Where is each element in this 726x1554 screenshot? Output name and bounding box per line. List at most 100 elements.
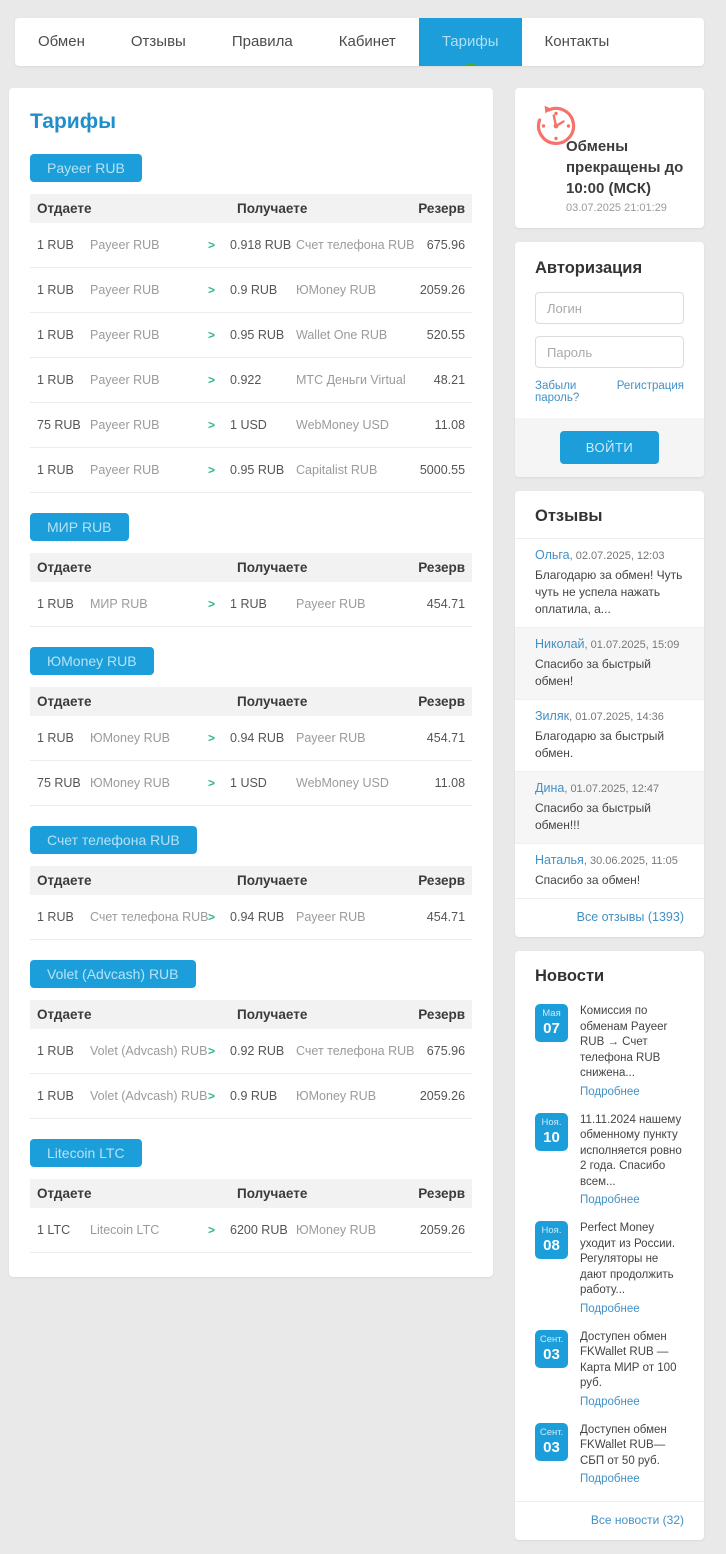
reserve-value: 11.08 bbox=[416, 402, 473, 448]
give-amount: 75 RUB bbox=[30, 402, 90, 448]
review-date: 02.07.2025, 12:03 bbox=[570, 550, 665, 562]
get-amount: 1 RUB bbox=[230, 582, 297, 627]
exchange-arrow-icon: > bbox=[208, 223, 231, 268]
col-header-reserve: Резерв bbox=[416, 866, 473, 895]
review-item: Дина01.07.2025, 12:47 Спасибо за быстрый… bbox=[515, 771, 704, 843]
reviews-widget: Отзывы Ольга02.07.2025, 12:03 Благодарю … bbox=[515, 491, 704, 937]
give-amount: 1 RUB bbox=[30, 1073, 90, 1119]
nav-tab[interactable]: Обмен bbox=[15, 18, 108, 66]
reserve-value: 675.96 bbox=[416, 223, 473, 268]
news-more-link[interactable]: Подробнее bbox=[580, 1302, 640, 1315]
reserve-value: 11.08 bbox=[416, 760, 473, 806]
tariff-currency-button[interactable]: МИР RUB bbox=[30, 513, 129, 541]
review-author-link[interactable]: Зиляк bbox=[535, 709, 570, 723]
give-currency: Payeer RUB bbox=[90, 312, 208, 358]
tariff-currency-button[interactable]: Volet (Advcash) RUB bbox=[30, 960, 196, 988]
tariff-currency-button[interactable]: Payeer RUB bbox=[30, 154, 142, 182]
news-footer: Все новости (32) bbox=[515, 1501, 704, 1540]
news-item: Ноя. 08 Perfect Money уходит из России. … bbox=[515, 1215, 704, 1324]
nav-tab-label: Обмен bbox=[38, 33, 85, 50]
get-currency: МТС Деньги Virtual bbox=[296, 357, 417, 403]
tariff-row: 1 RUB ЮMoney RUB > 0.94 RUB Payeer RUB 4… bbox=[30, 716, 473, 761]
col-header-reserve: Резерв bbox=[416, 194, 473, 223]
news-date-badge: Мая 07 bbox=[535, 1004, 568, 1042]
nav-tab-label: Правила bbox=[231, 33, 293, 50]
password-input[interactable] bbox=[535, 336, 684, 368]
login-button[interactable]: ВОЙТИ bbox=[559, 431, 660, 464]
auth-footer: ВОЙТИ bbox=[515, 418, 704, 477]
tariff-table-header-row: Отдаете Получаете Резерв bbox=[30, 194, 473, 223]
tariff-section: ЮMoney RUB Отдаете Получаете Резерв bbox=[30, 643, 473, 806]
all-news-link[interactable]: Все новости (32) bbox=[590, 1513, 684, 1527]
tariff-row: 1 RUB Счет телефона RUB > 0.94 RUB Payee… bbox=[30, 895, 473, 940]
exchange-arrow-icon: > bbox=[208, 716, 231, 761]
tariff-section: Volet (Advcash) RUB Отдаете Получаете Ре… bbox=[30, 956, 473, 1119]
exchange-status-widget: Обмены прекращены до 10:00 (МСК) 03.07.2… bbox=[515, 88, 704, 228]
get-currency: ЮMoney RUB bbox=[296, 267, 417, 313]
register-link[interactable]: Регистрация bbox=[616, 380, 684, 392]
tariffs-panel: Тарифы Payeer RUB Отдаете Получаете Резе… bbox=[9, 88, 493, 1277]
news-more-link[interactable]: Подробнее bbox=[580, 1085, 640, 1098]
tariff-table: Отдаете Получаете Резерв 1 RUB Payeer RU… bbox=[30, 194, 473, 493]
col-header-get: Получаете bbox=[230, 866, 417, 895]
news-day: 03 bbox=[543, 1345, 560, 1363]
exchange-arrow-icon: > bbox=[208, 267, 231, 313]
col-header-reserve: Резерв bbox=[416, 1000, 473, 1029]
review-text: Благодарю за быстрый обмен. bbox=[535, 729, 665, 760]
news-widget: Новости Мая 07 Комиссия по обменам Payee… bbox=[515, 951, 704, 1540]
give-amount: 1 RUB bbox=[30, 223, 90, 268]
nav-tab[interactable]: Отзывы bbox=[108, 18, 209, 66]
give-amount: 1 RUB bbox=[30, 267, 90, 313]
nav-tab[interactable]: Контакты bbox=[522, 18, 633, 66]
exchange-arrow-icon: > bbox=[208, 447, 231, 493]
review-author-link[interactable]: Наталья bbox=[535, 853, 584, 867]
status-timestamp: 03.07.2025 21:01:29 bbox=[566, 202, 667, 214]
news-text: Perfect Money уходит из России. Регулято… bbox=[580, 1222, 676, 1296]
tariff-row: 1 RUB Payeer RUB > 0.918 RUB Счет телефо… bbox=[30, 223, 473, 268]
tariff-currency-button[interactable]: ЮMoney RUB bbox=[30, 647, 154, 675]
main-nav: Обмен Отзывы Правила Кабинет Тарифы Конт… bbox=[15, 18, 704, 66]
nav-tab[interactable]: Тарифы bbox=[418, 18, 522, 66]
news-more-link[interactable]: Подробнее bbox=[580, 1473, 640, 1485]
reviews-title: Отзывы bbox=[535, 507, 603, 525]
reserve-value: 48.21 bbox=[416, 357, 473, 403]
exchange-arrow-icon: > bbox=[208, 760, 231, 806]
get-currency: Payeer RUB bbox=[296, 895, 417, 940]
review-author-link[interactable]: Николай bbox=[535, 637, 585, 651]
tariff-currency-button[interactable]: Счет телефона RUB bbox=[30, 826, 197, 854]
reserve-value: 454.71 bbox=[416, 716, 473, 761]
nav-tab[interactable]: Кабинет bbox=[316, 18, 419, 66]
give-amount: 1 RUB bbox=[30, 716, 90, 761]
news-item: Сент. 03 Доступен обмен FKWallet RUB — К… bbox=[515, 1324, 704, 1417]
get-amount: 0.918 RUB bbox=[230, 223, 297, 268]
tariff-currency-button[interactable]: Litecoin LTC bbox=[30, 1139, 142, 1167]
review-author-link[interactable]: Дина bbox=[535, 781, 565, 795]
give-currency: Счет телефона RUB bbox=[90, 895, 208, 940]
news-day: 08 bbox=[543, 1237, 560, 1254]
get-amount: 6200 RUB bbox=[230, 1208, 297, 1253]
review-author-link[interactable]: Ольга bbox=[535, 548, 570, 562]
col-header-reserve: Резерв bbox=[416, 553, 473, 582]
get-amount: 1 USD bbox=[230, 402, 297, 448]
forgot-password-link[interactable]: Забыли пароль? bbox=[535, 380, 580, 404]
login-input[interactable] bbox=[535, 292, 684, 324]
give-amount: 75 RUB bbox=[30, 760, 90, 806]
tariff-table-header-row: Отдаете Получаете Резерв bbox=[30, 1179, 473, 1208]
exchange-arrow-icon: > bbox=[208, 895, 231, 940]
clock-icon bbox=[536, 105, 576, 146]
nav-tab-label: Кабинет bbox=[338, 33, 396, 50]
news-more-link[interactable]: Подробнее bbox=[580, 1395, 640, 1408]
news-more-link[interactable]: Подробнее bbox=[580, 1194, 640, 1206]
tariff-row: 1 RUB Payeer RUB > 0.95 RUB Capitalist R… bbox=[30, 447, 473, 493]
news-month: Мая bbox=[542, 1008, 561, 1019]
all-reviews-link[interactable]: Все отзывы (1393) bbox=[576, 910, 684, 924]
review-date: 30.06.2025, 11:05 bbox=[584, 855, 678, 867]
sidebar: Обмены прекращены до 10:00 (МСК) 03.07.2… bbox=[515, 88, 704, 1554]
give-amount: 1 RUB bbox=[30, 1029, 90, 1074]
exchange-arrow-icon: > bbox=[208, 1073, 231, 1119]
nav-tab-label: Контакты bbox=[544, 33, 610, 50]
tariff-table-header-row: Отдаете Получаете Резерв bbox=[30, 553, 473, 582]
nav-tab[interactable]: Правила bbox=[209, 18, 316, 66]
tariff-section: МИР RUB Отдаете Получаете Резерв bbox=[30, 509, 473, 627]
tariff-table: Отдаете Получаете Резерв 1 LTC Litecoin … bbox=[30, 1179, 473, 1253]
